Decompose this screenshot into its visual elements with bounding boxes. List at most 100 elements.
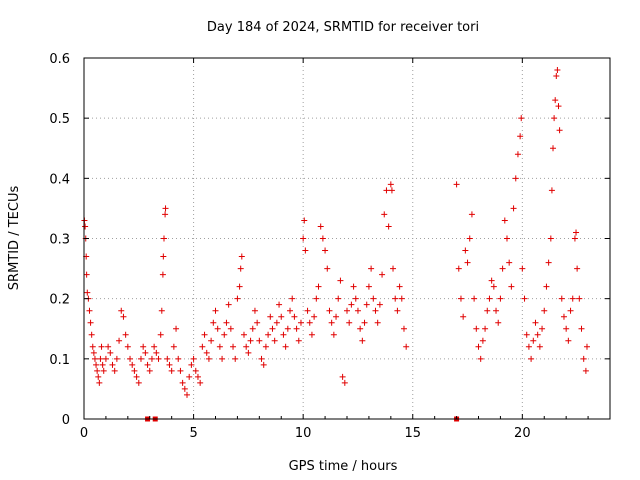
data-point [313, 295, 320, 302]
data-point [521, 295, 528, 302]
data-point [219, 355, 226, 362]
data-point [558, 295, 565, 302]
data-point [208, 337, 215, 344]
data-point [278, 313, 285, 320]
data-point [221, 331, 228, 338]
data-point [361, 319, 368, 326]
data-point [330, 331, 337, 338]
data-point [131, 367, 138, 374]
data-point [238, 253, 245, 260]
data-point [317, 223, 324, 230]
data-point [111, 367, 118, 374]
data-point [308, 331, 315, 338]
data-point [394, 307, 401, 314]
x-tick-label: 10 [295, 426, 312, 441]
data-point [374, 319, 381, 326]
data-point [280, 331, 287, 338]
data-point [486, 295, 493, 302]
data-point [162, 211, 169, 218]
data-point [289, 295, 296, 302]
data-point [124, 343, 131, 350]
data-point [482, 325, 489, 332]
data-point [223, 319, 230, 326]
data-point [83, 271, 90, 278]
data-point [232, 355, 239, 362]
data-point [370, 295, 377, 302]
x-tick-label: 20 [514, 426, 531, 441]
data-point [583, 343, 590, 350]
data-point [100, 367, 107, 374]
data-point [118, 307, 125, 314]
data-point [96, 379, 103, 386]
data-point [175, 355, 182, 362]
data-point [256, 337, 263, 344]
y-tick-label: 0.5 [49, 112, 70, 127]
data-point [508, 283, 515, 290]
data-point [574, 265, 581, 272]
data-point [475, 343, 482, 350]
data-point [304, 307, 311, 314]
data-point [245, 349, 252, 356]
data-point [352, 295, 359, 302]
data-point [536, 343, 543, 350]
data-point [225, 301, 232, 308]
data-point [173, 325, 180, 332]
data-point [337, 277, 344, 284]
data-point [234, 295, 241, 302]
data-point [260, 361, 267, 368]
data-point [484, 307, 491, 314]
data-point [188, 361, 195, 368]
data-point [113, 355, 120, 362]
data-point [306, 319, 313, 326]
data-point [324, 265, 331, 272]
data-point [560, 313, 567, 320]
data-point [254, 319, 261, 326]
data-point [287, 307, 294, 314]
data-point [555, 103, 562, 110]
data-point [387, 181, 394, 188]
data-point [186, 373, 193, 380]
data-point [365, 283, 372, 290]
data-point [291, 313, 298, 320]
data-point [160, 235, 167, 242]
data-point [89, 343, 96, 350]
data-point [565, 337, 572, 344]
data-point [514, 151, 521, 158]
data-point [84, 289, 91, 296]
data-point [357, 325, 364, 332]
data-point [400, 325, 407, 332]
data-point [262, 343, 269, 350]
data-point [203, 349, 210, 356]
data-point [181, 385, 188, 392]
x-tick-label: 15 [404, 426, 421, 441]
data-point [194, 373, 201, 380]
data-point [97, 355, 104, 362]
axis-ticks [83, 57, 610, 420]
data-point [543, 283, 550, 290]
y-tick-label: 0.2 [49, 293, 70, 308]
data-point [333, 313, 340, 320]
y-tick-label: 0.4 [49, 172, 70, 187]
data-point [164, 355, 171, 362]
data-point [457, 295, 464, 302]
data-point [532, 319, 539, 326]
data-point [512, 175, 519, 182]
data-point [510, 205, 517, 212]
y-tick-label: 0.6 [49, 52, 70, 67]
data-point [214, 325, 221, 332]
data-point [295, 337, 302, 344]
data-point [381, 211, 388, 218]
data-point [528, 355, 535, 362]
data-point [455, 265, 462, 272]
data-point [477, 355, 484, 362]
data-point [282, 343, 289, 350]
data-point [346, 319, 353, 326]
data-point [230, 343, 237, 350]
data-point [179, 379, 186, 386]
data-point [205, 355, 212, 362]
data-point [120, 313, 127, 320]
data-point [466, 235, 473, 242]
data-point [258, 355, 265, 362]
data-point [137, 355, 144, 362]
